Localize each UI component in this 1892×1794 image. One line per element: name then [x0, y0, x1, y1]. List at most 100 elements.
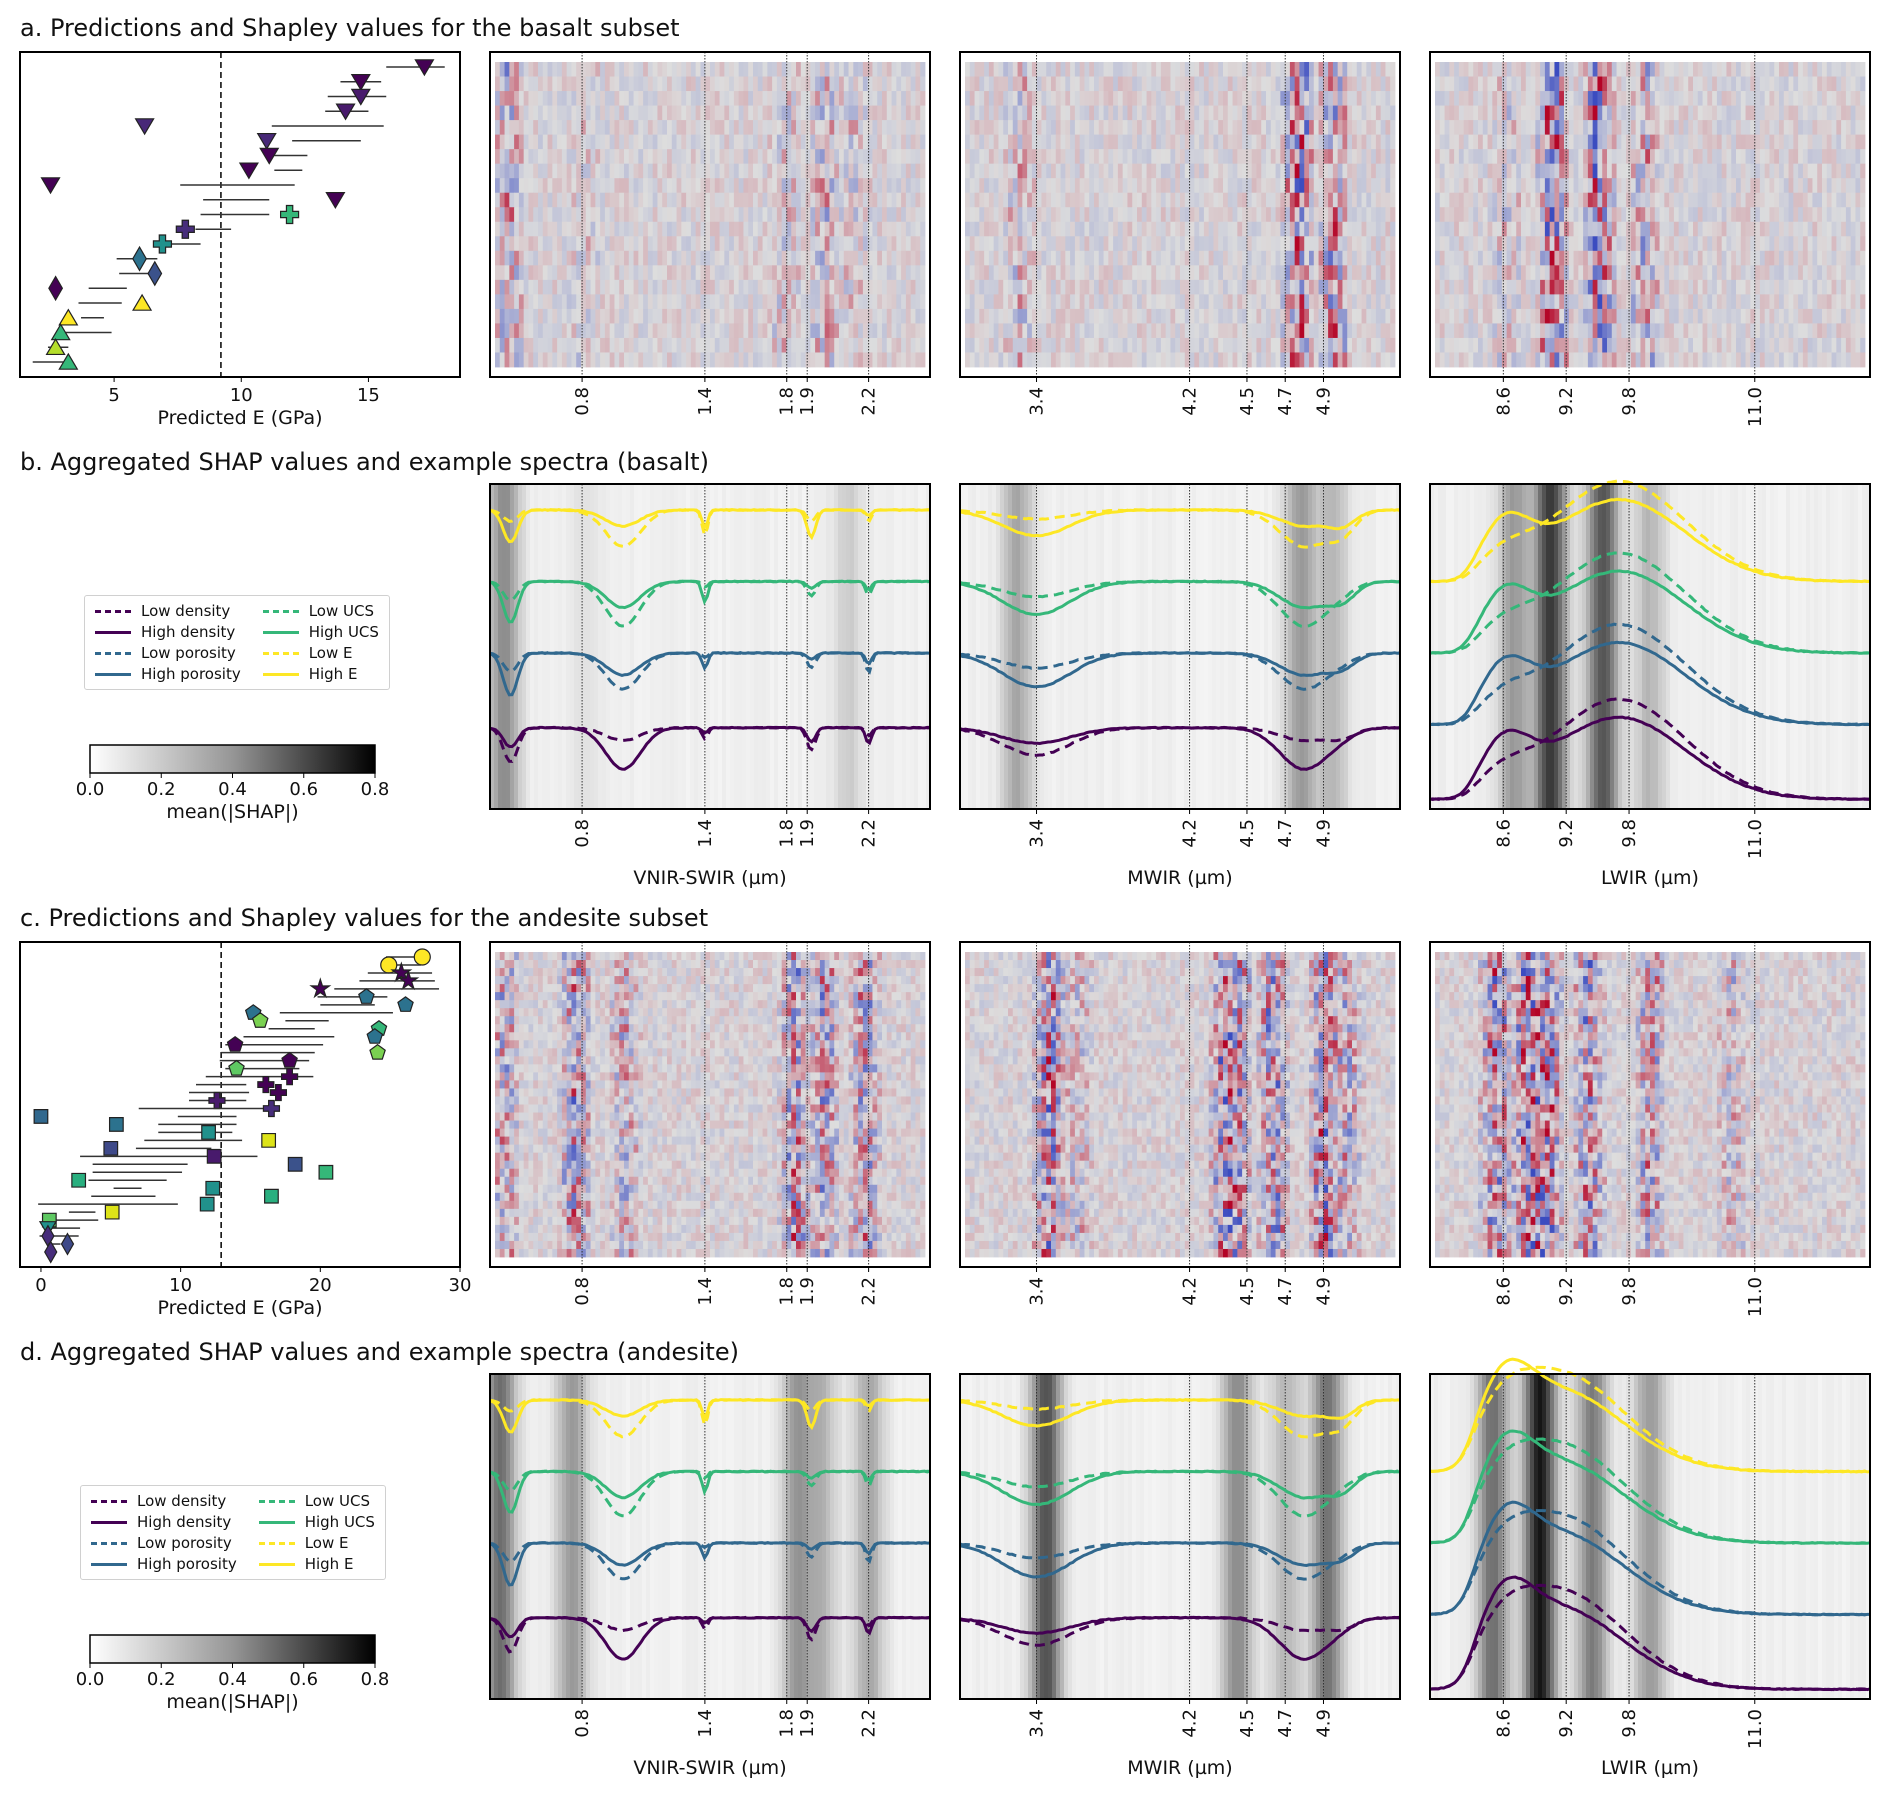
x-tick-label: 10 — [169, 1275, 192, 1296]
heatmap-cell — [1645, 207, 1651, 223]
heatmap-cell — [499, 120, 505, 136]
heatmap-cell — [1607, 221, 1613, 237]
heatmap-cell — [1342, 352, 1348, 368]
heatmap-cell — [547, 149, 553, 165]
heatmap-cell — [1113, 250, 1119, 266]
heatmap-cell — [1487, 192, 1493, 208]
heatmap-cell — [886, 149, 892, 165]
heatmap-cell — [1845, 192, 1852, 208]
heatmap-cell — [1650, 178, 1656, 194]
heatmap-cell — [1103, 163, 1109, 179]
heatmap-cell — [566, 323, 572, 339]
heatmap-cell — [1132, 323, 1138, 339]
heatmap-cell — [1151, 149, 1157, 165]
heatmap-cell — [984, 294, 990, 310]
heatmap-cell — [819, 120, 826, 136]
heatmap-cell — [724, 352, 730, 368]
heatmap-cell — [1332, 192, 1339, 208]
heatmap-cell — [896, 163, 902, 179]
heatmap-cell — [1299, 279, 1305, 295]
heatmap-cell — [1371, 337, 1377, 353]
heatmap-cell — [1845, 62, 1852, 77]
heatmap-cell — [1184, 178, 1190, 194]
heatmap-cell — [552, 178, 558, 194]
heatmap-cell — [1535, 134, 1541, 150]
heatmap-cell — [1564, 76, 1570, 92]
heatmap-cell — [1294, 323, 1300, 339]
heatmap-cell — [776, 323, 783, 339]
heatmap-cell — [786, 149, 792, 165]
heatmap-cell — [528, 352, 534, 368]
heatmap-cell — [1736, 134, 1742, 150]
heatmap-cell — [1218, 192, 1224, 208]
heatmap-cell — [1137, 294, 1143, 310]
heatmap-cell — [1299, 207, 1305, 223]
heatmap-cell — [561, 352, 568, 368]
heatmap-cell — [1294, 62, 1300, 77]
heatmap-cell — [1544, 192, 1551, 208]
heatmap-cell — [1270, 308, 1276, 324]
heatmap-cell — [1003, 265, 1009, 281]
heatmap-cell — [1501, 120, 1508, 136]
heatmap-cell — [882, 250, 888, 266]
heatmap-cell — [638, 163, 644, 179]
heatmap-cell — [1242, 192, 1248, 208]
heatmap-cell — [979, 236, 985, 252]
heatmap-cell — [1055, 221, 1061, 237]
heatmap-cell — [1089, 207, 1095, 223]
heatmap-cell — [974, 294, 980, 310]
heatmap-cell — [1375, 337, 1382, 353]
heatmap-cell — [700, 352, 706, 368]
heatmap-cell — [1294, 76, 1300, 92]
heatmap-cell — [1597, 105, 1603, 121]
heatmap-cell — [1712, 163, 1718, 179]
heatmap-cell — [915, 294, 921, 310]
heatmap-cell — [733, 91, 740, 106]
heatmap-cell — [901, 76, 907, 92]
heatmap-cell — [1022, 308, 1028, 324]
heatmap-cell — [748, 105, 754, 121]
heatmap-cell — [585, 62, 591, 77]
heatmap-cell — [1003, 134, 1009, 150]
heatmap-cell — [1478, 163, 1484, 179]
heatmap-cell — [1137, 192, 1143, 208]
heatmap-cell — [542, 221, 548, 237]
heatmap-cell — [805, 120, 811, 136]
heatmap-cell — [1175, 221, 1181, 237]
heatmap-cell — [896, 294, 902, 310]
heatmap-cell — [1511, 105, 1517, 121]
heatmap-cell — [1736, 149, 1742, 165]
heatmap-cell — [1051, 149, 1057, 165]
heatmap-cell — [1313, 221, 1319, 237]
heatmap-cell — [1003, 352, 1009, 368]
heatmap-cell — [853, 149, 859, 165]
heatmap-cell — [1745, 91, 1751, 106]
heatmap-cell — [628, 236, 634, 252]
heatmap-cell — [1779, 62, 1785, 77]
heatmap-cell — [829, 178, 835, 194]
heatmap-cell — [1237, 149, 1243, 165]
heatmap-cell — [1108, 294, 1114, 310]
heatmap-cell — [1189, 120, 1195, 136]
x-tick-label: 0.8 — [572, 387, 593, 416]
heatmap-cell — [576, 76, 582, 92]
heatmap-cell — [690, 265, 697, 281]
heatmap-cell — [767, 323, 773, 339]
heatmap-cell — [518, 149, 525, 165]
heatmap-cell — [1390, 352, 1396, 368]
heatmap-cell — [1151, 308, 1157, 324]
heatmap-cell — [1027, 120, 1033, 136]
heatmap-cell — [1275, 149, 1281, 165]
heatmap-cell — [1673, 76, 1680, 92]
heatmap-cell — [1793, 149, 1799, 165]
heatmap-cell — [1012, 163, 1018, 179]
heatmap-cell — [1822, 134, 1828, 150]
heatmap-cell — [800, 337, 806, 353]
heatmap-cell — [877, 149, 883, 165]
heatmap-cell — [705, 207, 711, 223]
heatmap-cell — [1156, 323, 1162, 339]
heatmap-cell — [1611, 163, 1617, 179]
heatmap-cell — [1227, 250, 1233, 266]
heatmap-cell — [867, 221, 873, 237]
heatmap-cell — [1573, 62, 1579, 77]
